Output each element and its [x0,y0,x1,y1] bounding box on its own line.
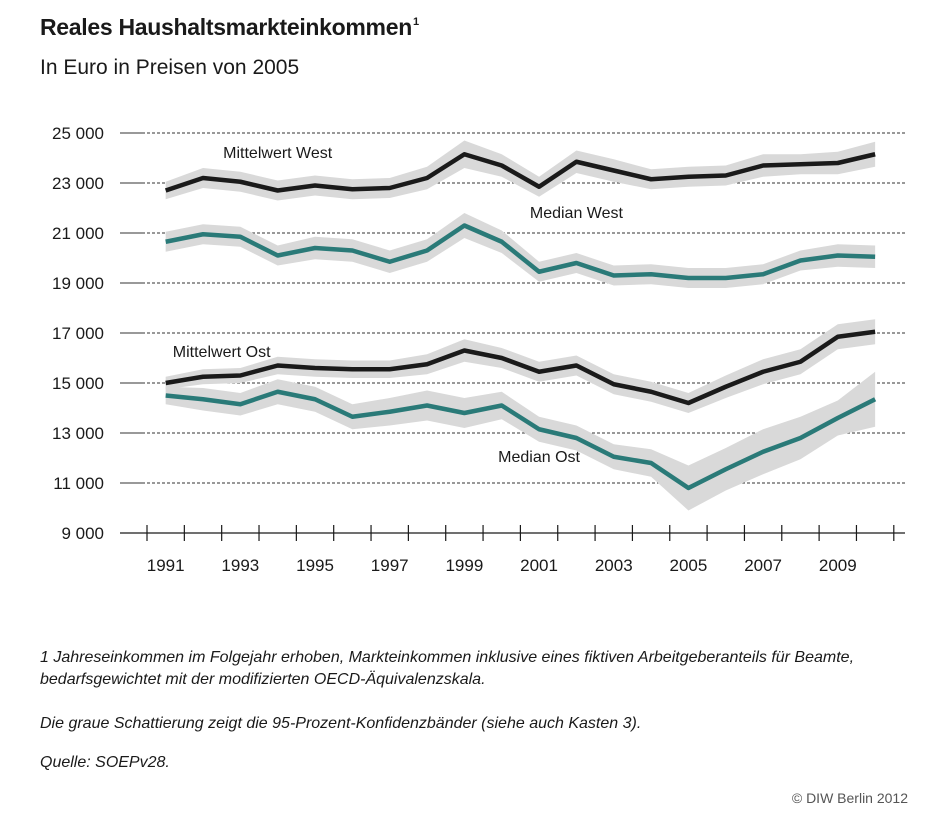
title-footnote-mark: 1 [412,16,419,28]
x-tick-labels: 1991 1993 1995 1997 1999 2001 2003 2005 2007 2009 [147,556,857,575]
y-tick-label: 13 000 [52,424,104,443]
copyright: © DIW Berlin 2012 [791,790,908,806]
y-tick-label: 19 000 [52,274,104,293]
shading-note: Die graue Schattierung zeigt die 95-Proz… [40,715,642,732]
confidence-band [165,213,876,288]
chart-title-text: Reales Haushaltsmarkteinkommen [40,14,412,40]
y-tick-label: 25 000 [52,124,104,143]
y-tick-labels: 9 000 11 000 13 000 15 000 17 000 19 000 21 00… [52,124,104,543]
y-tick-label: 23 000 [52,174,104,193]
series-lines [164,152,877,491]
x-tick-label: 2009 [819,556,857,575]
x-tick-label: 1997 [371,556,409,575]
x-tick-label: 2003 [595,556,633,575]
footnote: 1 Jahreseinkommen im Folgejahr erhoben, … [40,649,855,688]
x-axis [120,525,905,541]
y-tick-label: 11 000 [53,474,104,493]
chart-subtitle: In Euro in Preisen von 2005 [40,56,300,79]
chart-title: Reales Haushaltsmarkteinkommen1 [40,14,419,41]
x-tick-label: 1995 [296,556,334,575]
line-chart: 9 000 11 000 13 000 15 000 17 000 19 000 21 00… [52,124,905,575]
x-tick-label: 2005 [670,556,708,575]
source-note: Quelle: SOEPv28. [40,754,170,771]
x-tick-label: 1993 [221,556,259,575]
y-tick-label: 15 000 [52,374,104,393]
x-tick-label: 2001 [520,556,558,575]
x-tick-label: 2007 [744,556,782,575]
series-annotation: Mittelwert West [223,145,333,162]
y-tick-label: 21 000 [52,224,104,243]
x-tick-label: 1999 [445,556,483,575]
series-line [164,152,876,193]
x-tick-label: 1991 [147,556,185,575]
confidence-band [165,140,876,201]
series-line [165,223,876,281]
series-line [165,389,877,491]
series-annotations: Mittelwert West Median West Mittelwert Ost… [173,145,624,466]
y-tick-label: 17 000 [52,324,104,343]
y-tick-label: 9 000 [61,524,104,543]
series-annotation: Mittelwert Ost [173,344,271,361]
series-annotation: Median West [530,205,624,222]
series-line [165,329,876,406]
series-annotation: Median Ost [498,449,580,466]
confidence-band [165,371,876,511]
